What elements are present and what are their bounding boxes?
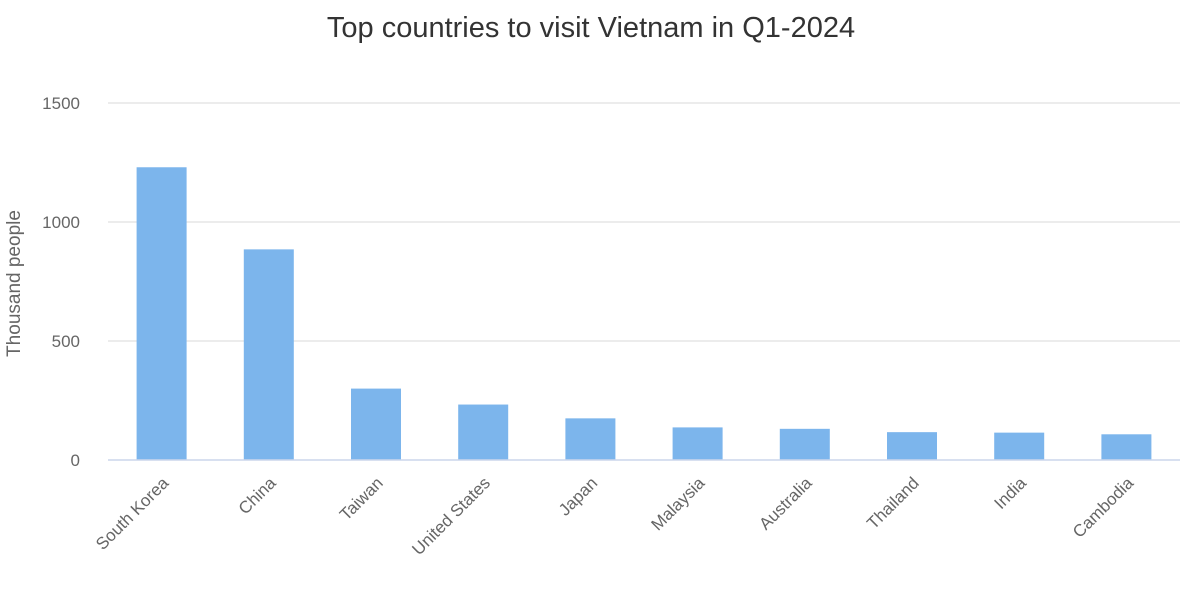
y-tick-label: 0 bbox=[71, 451, 80, 470]
bar-south-korea[interactable] bbox=[136, 167, 187, 460]
y-tick-label: 1500 bbox=[42, 94, 80, 113]
y-tick-label: 500 bbox=[52, 332, 80, 351]
bar-australia[interactable] bbox=[779, 428, 830, 460]
x-tick-label: United States bbox=[408, 473, 494, 559]
bar-malaysia[interactable] bbox=[672, 427, 723, 460]
y-axis-ticks: 0 500 1000 1500 bbox=[42, 94, 80, 470]
y-axis-title: Thousand people bbox=[4, 210, 25, 357]
x-tick-label: Malaysia bbox=[648, 473, 709, 534]
bar-india[interactable] bbox=[994, 432, 1045, 460]
x-tick-label: China bbox=[235, 473, 280, 518]
x-tick-label: South Korea bbox=[92, 473, 173, 554]
chart-title: Top countries to visit Vietnam in Q1-202… bbox=[326, 12, 856, 44]
bars bbox=[136, 167, 1152, 460]
bar-taiwan[interactable] bbox=[351, 388, 401, 460]
x-axis-labels: South Korea China Taiwan United States Japan… bbox=[92, 473, 1137, 559]
y-tick-label: 1000 bbox=[42, 213, 80, 232]
x-tick-label: Japan bbox=[555, 473, 601, 519]
bar-united-states[interactable] bbox=[458, 404, 509, 460]
x-tick-label: Taiwan bbox=[336, 473, 387, 524]
x-tick-label: Cambodia bbox=[1069, 473, 1138, 542]
bar-thailand[interactable] bbox=[887, 432, 937, 460]
x-tick-label: Thailand bbox=[863, 473, 923, 533]
bar-china[interactable] bbox=[243, 249, 294, 460]
x-tick-label: Australia bbox=[755, 473, 816, 534]
x-tick-label: India bbox=[991, 473, 1031, 513]
bar-japan[interactable] bbox=[565, 418, 616, 460]
bar-cambodia[interactable] bbox=[1101, 434, 1152, 460]
